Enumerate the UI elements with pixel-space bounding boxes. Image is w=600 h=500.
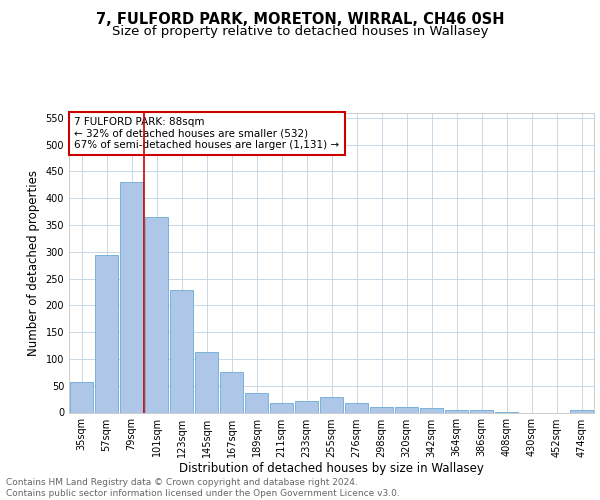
Bar xyxy=(220,372,243,412)
Bar xyxy=(95,255,118,412)
Text: Contains HM Land Registry data © Crown copyright and database right 2024.
Contai: Contains HM Land Registry data © Crown c… xyxy=(6,478,400,498)
Bar xyxy=(470,410,493,412)
X-axis label: Distribution of detached houses by size in Wallasey: Distribution of detached houses by size … xyxy=(179,462,484,475)
Bar xyxy=(245,392,268,412)
Bar xyxy=(445,410,468,412)
Text: 7, FULFORD PARK, MORETON, WIRRAL, CH46 0SH: 7, FULFORD PARK, MORETON, WIRRAL, CH46 0… xyxy=(96,12,504,28)
Bar xyxy=(345,404,368,412)
Bar xyxy=(320,397,343,412)
Bar xyxy=(145,217,168,412)
Text: Size of property relative to detached houses in Wallasey: Size of property relative to detached ho… xyxy=(112,25,488,38)
Bar xyxy=(395,407,418,412)
Bar xyxy=(370,406,393,412)
Bar xyxy=(270,404,293,412)
Bar xyxy=(295,400,318,412)
Bar xyxy=(170,290,193,412)
Bar xyxy=(195,352,218,412)
Bar xyxy=(120,182,143,412)
Bar xyxy=(570,410,593,412)
Text: 7 FULFORD PARK: 88sqm
← 32% of detached houses are smaller (532)
67% of semi-det: 7 FULFORD PARK: 88sqm ← 32% of detached … xyxy=(74,117,340,150)
Y-axis label: Number of detached properties: Number of detached properties xyxy=(27,170,40,356)
Bar xyxy=(70,382,93,412)
Bar xyxy=(420,408,443,412)
